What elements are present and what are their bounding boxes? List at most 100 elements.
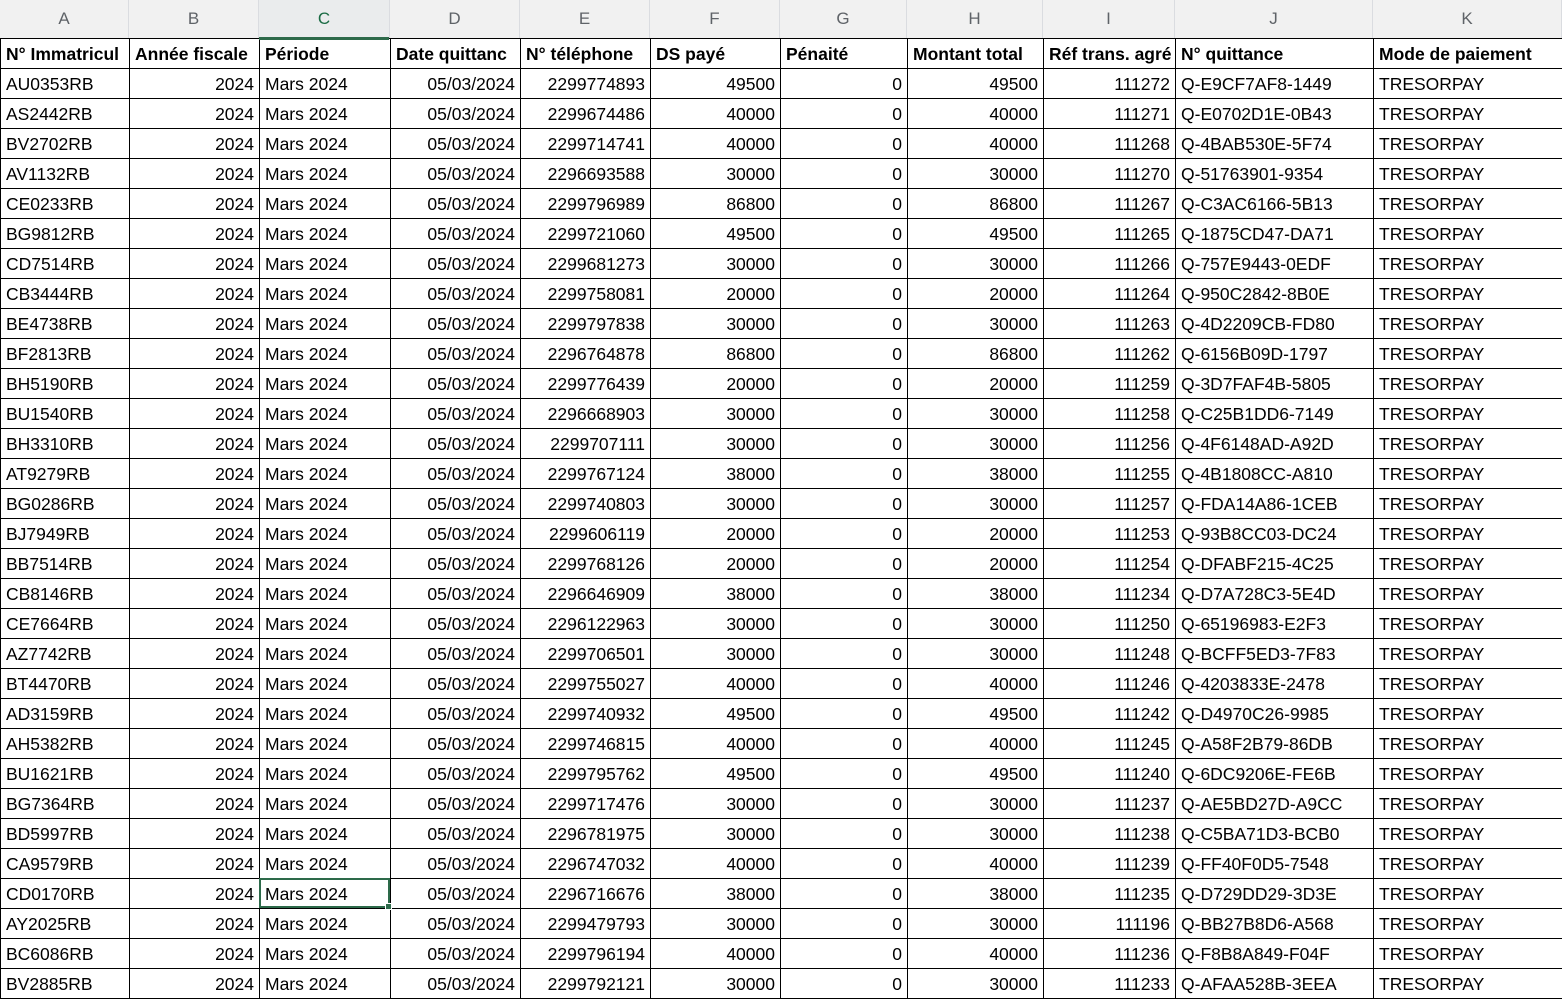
cell-C26[interactable]: Mars 2024 — [259, 788, 391, 819]
cell-G13[interactable]: 0 — [780, 398, 908, 429]
cell-G9[interactable]: 0 — [780, 278, 908, 309]
cell-B23[interactable]: 2024 — [129, 698, 260, 729]
cell-K14[interactable]: TRESORPAY — [1373, 428, 1562, 459]
cell-D19[interactable]: 05/03/2024 — [390, 578, 521, 609]
cell-B28[interactable]: 2024 — [129, 848, 260, 879]
cell-C14[interactable]: Mars 2024 — [259, 428, 391, 459]
cell-F29[interactable]: 38000 — [650, 878, 781, 909]
cell-E29[interactable]: 2296716676 — [520, 878, 651, 909]
cell-F13[interactable]: 30000 — [650, 398, 781, 429]
cell-F22[interactable]: 40000 — [650, 668, 781, 699]
cell-D4[interactable]: 05/03/2024 — [390, 128, 521, 159]
cell-I19[interactable]: 111234 — [1043, 578, 1176, 609]
cell-B25[interactable]: 2024 — [129, 758, 260, 789]
cell-B14[interactable]: 2024 — [129, 428, 260, 459]
cell-I21[interactable]: 111248 — [1043, 638, 1176, 669]
cell-G10[interactable]: 0 — [780, 308, 908, 339]
cell-C2[interactable]: Mars 2024 — [259, 68, 391, 99]
cell-C10[interactable]: Mars 2024 — [259, 308, 391, 339]
cell-A26[interactable]: BG7364RB — [0, 788, 130, 819]
cell-D21[interactable]: 05/03/2024 — [390, 638, 521, 669]
cell-E16[interactable]: 2299740803 — [520, 488, 651, 519]
cell-B27[interactable]: 2024 — [129, 818, 260, 849]
cell-C15[interactable]: Mars 2024 — [259, 458, 391, 489]
cell-J14[interactable]: Q-4F6148AD-A92D — [1175, 428, 1374, 459]
column-header-i[interactable]: I — [1043, 0, 1175, 38]
cell-J32[interactable]: Q-AFAA528B-3EEA — [1175, 968, 1374, 999]
cell-G19[interactable]: 0 — [780, 578, 908, 609]
cell-H21[interactable]: 30000 — [907, 638, 1044, 669]
cell-E19[interactable]: 2296646909 — [520, 578, 651, 609]
cell-B6[interactable]: 2024 — [129, 188, 260, 219]
cell-K21[interactable]: TRESORPAY — [1373, 638, 1562, 669]
cell-A9[interactable]: CB3444RB — [0, 278, 130, 309]
cell-D23[interactable]: 05/03/2024 — [390, 698, 521, 729]
cell-A24[interactable]: AH5382RB — [0, 728, 130, 759]
cell-G20[interactable]: 0 — [780, 608, 908, 639]
cell-G14[interactable]: 0 — [780, 428, 908, 459]
cell-K9[interactable]: TRESORPAY — [1373, 278, 1562, 309]
cell-I7[interactable]: 111265 — [1043, 218, 1176, 249]
cell-D16[interactable]: 05/03/2024 — [390, 488, 521, 519]
cell-F4[interactable]: 40000 — [650, 128, 781, 159]
cell-D13[interactable]: 05/03/2024 — [390, 398, 521, 429]
cell-B26[interactable]: 2024 — [129, 788, 260, 819]
cell-C18[interactable]: Mars 2024 — [259, 548, 391, 579]
cell-G8[interactable]: 0 — [780, 248, 908, 279]
cell-F32[interactable]: 30000 — [650, 968, 781, 999]
cell-G31[interactable]: 0 — [780, 938, 908, 969]
column-header-d[interactable]: D — [390, 0, 520, 38]
cell-G15[interactable]: 0 — [780, 458, 908, 489]
cell-H18[interactable]: 20000 — [907, 548, 1044, 579]
cell-K16[interactable]: TRESORPAY — [1373, 488, 1562, 519]
cell-C9[interactable]: Mars 2024 — [259, 278, 391, 309]
cell-H27[interactable]: 30000 — [907, 818, 1044, 849]
cell-E10[interactable]: 2299797838 — [520, 308, 651, 339]
cell-F19[interactable]: 38000 — [650, 578, 781, 609]
cell-H28[interactable]: 40000 — [907, 848, 1044, 879]
cell-E28[interactable]: 2296747032 — [520, 848, 651, 879]
cell-J20[interactable]: Q-65196983-E2F3 — [1175, 608, 1374, 639]
cell-C22[interactable]: Mars 2024 — [259, 668, 391, 699]
cell-B15[interactable]: 2024 — [129, 458, 260, 489]
cell-J4[interactable]: Q-4BAB530E-5F74 — [1175, 128, 1374, 159]
cell-I29[interactable]: 111235 — [1043, 878, 1176, 909]
cell-J29[interactable]: Q-D729DD29-3D3E — [1175, 878, 1374, 909]
cell-G32[interactable]: 0 — [780, 968, 908, 999]
cell-G2[interactable]: 0 — [780, 68, 908, 99]
cell-F5[interactable]: 30000 — [650, 158, 781, 189]
cell-I9[interactable]: 111264 — [1043, 278, 1176, 309]
cell-E20[interactable]: 2296122963 — [520, 608, 651, 639]
cell-C32[interactable]: Mars 2024 — [259, 968, 391, 999]
cell-I2[interactable]: 111272 — [1043, 68, 1176, 99]
cell-D3[interactable]: 05/03/2024 — [390, 98, 521, 129]
cell-D15[interactable]: 05/03/2024 — [390, 458, 521, 489]
cell-G27[interactable]: 0 — [780, 818, 908, 849]
cell-I14[interactable]: 111256 — [1043, 428, 1176, 459]
cell-F26[interactable]: 30000 — [650, 788, 781, 819]
cell-K32[interactable]: TRESORPAY — [1373, 968, 1562, 999]
cell-H32[interactable]: 30000 — [907, 968, 1044, 999]
cell-F30[interactable]: 30000 — [650, 908, 781, 939]
cell-E31[interactable]: 2299796194 — [520, 938, 651, 969]
cell-A27[interactable]: BD5997RB — [0, 818, 130, 849]
cell-G25[interactable]: 0 — [780, 758, 908, 789]
cell-E23[interactable]: 2299740932 — [520, 698, 651, 729]
cell-A25[interactable]: BU1621RB — [0, 758, 130, 789]
cell-F24[interactable]: 40000 — [650, 728, 781, 759]
cell-D24[interactable]: 05/03/2024 — [390, 728, 521, 759]
cell-H2[interactable]: 49500 — [907, 68, 1044, 99]
cell-C28[interactable]: Mars 2024 — [259, 848, 391, 879]
cell-F9[interactable]: 20000 — [650, 278, 781, 309]
cell-H9[interactable]: 20000 — [907, 278, 1044, 309]
cell-D31[interactable]: 05/03/2024 — [390, 938, 521, 969]
cell-A16[interactable]: BG0286RB — [0, 488, 130, 519]
cell-E17[interactable]: 2299606119 — [520, 518, 651, 549]
cell-H23[interactable]: 49500 — [907, 698, 1044, 729]
cell-G12[interactable]: 0 — [780, 368, 908, 399]
cell-E7[interactable]: 2299721060 — [520, 218, 651, 249]
cell-A28[interactable]: CA9579RB — [0, 848, 130, 879]
cell-E26[interactable]: 2299717476 — [520, 788, 651, 819]
cell-I20[interactable]: 111250 — [1043, 608, 1176, 639]
cell-B20[interactable]: 2024 — [129, 608, 260, 639]
